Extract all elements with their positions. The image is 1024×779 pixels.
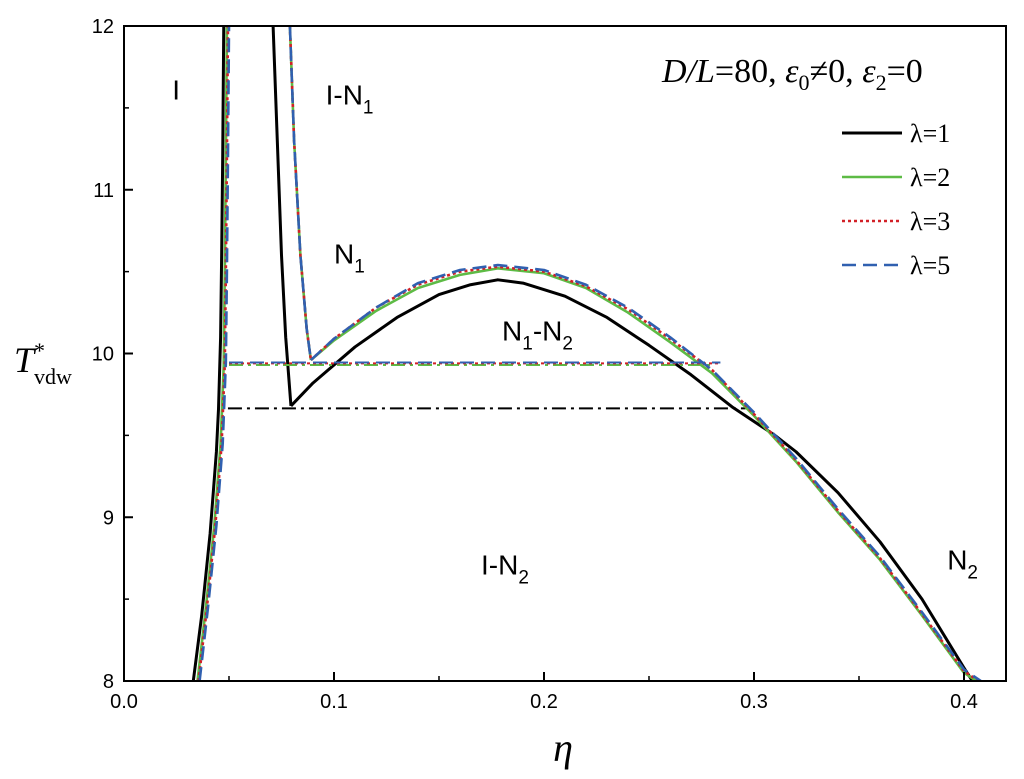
series-line bbox=[310, 267, 978, 681]
series-4 bbox=[198, 26, 982, 681]
region-label: I-N1 bbox=[326, 80, 374, 119]
x-tick-label: 0.3 bbox=[740, 691, 768, 713]
region-label: N1-N2 bbox=[502, 315, 573, 354]
x-tick-label: 0.4 bbox=[950, 691, 978, 713]
legend-label: λ=3 bbox=[910, 207, 950, 236]
region-label: I bbox=[172, 75, 180, 106]
y-tick-label: 8 bbox=[103, 671, 114, 693]
series-line bbox=[310, 263, 982, 681]
legend-label: λ=1 bbox=[910, 119, 950, 148]
y-tick-label: 11 bbox=[93, 180, 114, 202]
x-tick-label: 0.1 bbox=[320, 691, 348, 713]
params-annotation: D/L=80, ε0≠0, ε2=0 bbox=[661, 53, 923, 95]
series-line bbox=[271, 26, 293, 407]
x-tick-label: 0.0 bbox=[110, 691, 138, 713]
series-line bbox=[288, 26, 313, 361]
legend: λ=1 λ=2 λ=3 λ=5 bbox=[842, 119, 950, 280]
series-1 bbox=[191, 26, 974, 681]
legend-label: λ=2 bbox=[910, 163, 950, 192]
x-tick-label: 0.2 bbox=[530, 691, 558, 713]
series-line bbox=[198, 26, 231, 681]
series-line bbox=[310, 265, 980, 681]
region-label: N1 bbox=[334, 238, 365, 277]
y-tick-label: 12 bbox=[92, 16, 114, 38]
series-line bbox=[289, 278, 974, 681]
region-label: N2 bbox=[947, 545, 978, 584]
legend-label: λ=5 bbox=[910, 251, 950, 280]
x-axis-title: η bbox=[553, 725, 573, 770]
y-tick-label: 9 bbox=[103, 507, 114, 529]
series-line bbox=[288, 26, 313, 361]
y-axis-title: T* vdw bbox=[14, 338, 72, 389]
series-line bbox=[191, 26, 226, 681]
region-label: I-N2 bbox=[481, 550, 529, 589]
series-line bbox=[288, 26, 313, 361]
series-2 bbox=[196, 26, 978, 681]
series-3 bbox=[197, 26, 980, 681]
y-tick-label: 10 bbox=[92, 344, 114, 366]
